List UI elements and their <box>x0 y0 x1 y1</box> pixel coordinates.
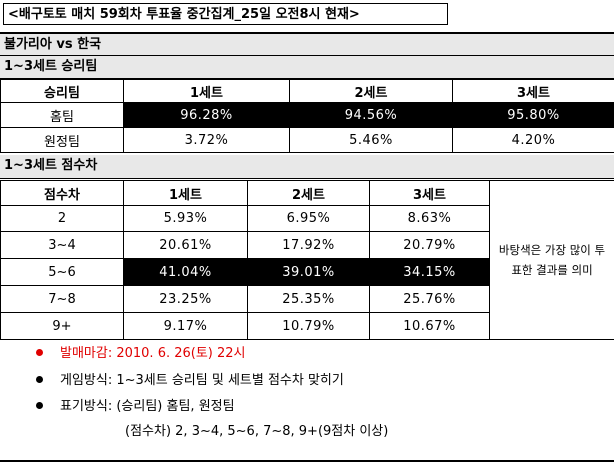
value-cell: 17.92% <box>247 231 370 259</box>
bullet-icon <box>36 376 43 383</box>
row-label: 원정팀 <box>0 127 124 153</box>
notation-note-continued: (점수차) 2, 3~4, 5~6, 7~8, 9+(9점차 이상) <box>125 424 389 439</box>
notes-section: 발매마감: 2010. 6. 26(토) 22시 게임방식: 1~3세트 승리팀… <box>0 340 614 460</box>
value-cell: 9.17% <box>123 312 248 340</box>
value-cell: 94.56% <box>289 102 453 128</box>
row-label: 9+ <box>0 312 124 340</box>
table-row: 3~4 20.61% 17.92% 20.79% <box>0 231 614 259</box>
method-note: 게임방식: 1~3세트 승리팀 및 세트별 점수차 맞히기 <box>60 373 344 388</box>
winner-col-header: 2세트 <box>289 79 453 103</box>
row-label: 5~6 <box>0 258 124 286</box>
value-cell: 20.61% <box>123 231 248 259</box>
value-cell: 25.35% <box>247 285 370 313</box>
bullet-icon <box>36 349 43 356</box>
diff-col-header: 1세트 <box>123 180 248 206</box>
side-note: 바탕색은 가장 많이 투표한 결과를 의미 <box>489 180 614 340</box>
diff-col-header: 2세트 <box>247 180 370 206</box>
winner-table: 승리팀 1세트 2세트 3세트 홈팀 96.28% 94.56% 95.80% … <box>0 79 614 153</box>
table-row: 5~6 41.04% 39.01% 34.15% <box>0 258 614 286</box>
value-cell: 10.67% <box>369 312 490 340</box>
value-cell: 3.72% <box>123 127 290 153</box>
value-cell: 5.46% <box>289 127 453 153</box>
table-row: 홈팀 96.28% 94.56% 95.80% <box>0 102 614 128</box>
winner-col-header: 승리팀 <box>0 79 124 103</box>
value-cell: 23.25% <box>123 285 248 313</box>
diff-col-header: 3세트 <box>369 180 490 206</box>
value-cell: 20.79% <box>369 231 490 259</box>
row-label: 3~4 <box>0 231 124 259</box>
diff-col-header: 점수차 <box>0 180 124 206</box>
value-cell: 5.93% <box>123 205 248 232</box>
deadline-note: 발매마감: 2010. 6. 26(토) 22시 <box>60 346 246 361</box>
diff-section-heading: 1~3세트 점수차 <box>0 155 614 179</box>
row-label: 2 <box>0 205 124 232</box>
notation-note: 표기방식: (승리팀) 홈팀, 원정팀 <box>60 399 235 414</box>
table-row: 9+ 9.17% 10.79% 10.67% <box>0 312 614 340</box>
table-row: 원정팀 3.72% 5.46% 4.20% <box>0 127 614 153</box>
value-cell: 8.63% <box>369 205 490 232</box>
value-cell: 6.95% <box>247 205 370 232</box>
value-cell: 96.28% <box>123 102 290 128</box>
row-label: 홈팀 <box>0 102 124 128</box>
value-cell: 95.80% <box>452 102 614 128</box>
bullet-icon <box>36 402 43 409</box>
match-title: 불가리아 vs 한국 <box>0 34 614 56</box>
value-cell: 39.01% <box>247 258 370 286</box>
value-cell: 10.79% <box>247 312 370 340</box>
content-frame <box>0 32 614 462</box>
value-cell: 34.15% <box>369 258 490 286</box>
page-title: <배구토토 매치 59회차 투표율 중간집계_25일 오전8시 현재> <box>3 3 448 25</box>
winner-col-header: 1세트 <box>123 79 290 103</box>
winner-col-header: 3세트 <box>452 79 614 103</box>
row-label: 7~8 <box>0 285 124 313</box>
diff-table: 점수차 1세트 2세트 3세트 바탕색은 가장 많이 투표한 결과를 의미 2 … <box>0 180 614 340</box>
winner-section-heading: 1~3세트 승리팀 <box>0 56 614 79</box>
table-row: 2 5.93% 6.95% 8.63% <box>0 205 614 232</box>
table-row: 7~8 23.25% 25.35% 25.76% <box>0 285 614 313</box>
value-cell: 41.04% <box>123 258 248 286</box>
value-cell: 25.76% <box>369 285 490 313</box>
value-cell: 4.20% <box>452 127 614 153</box>
